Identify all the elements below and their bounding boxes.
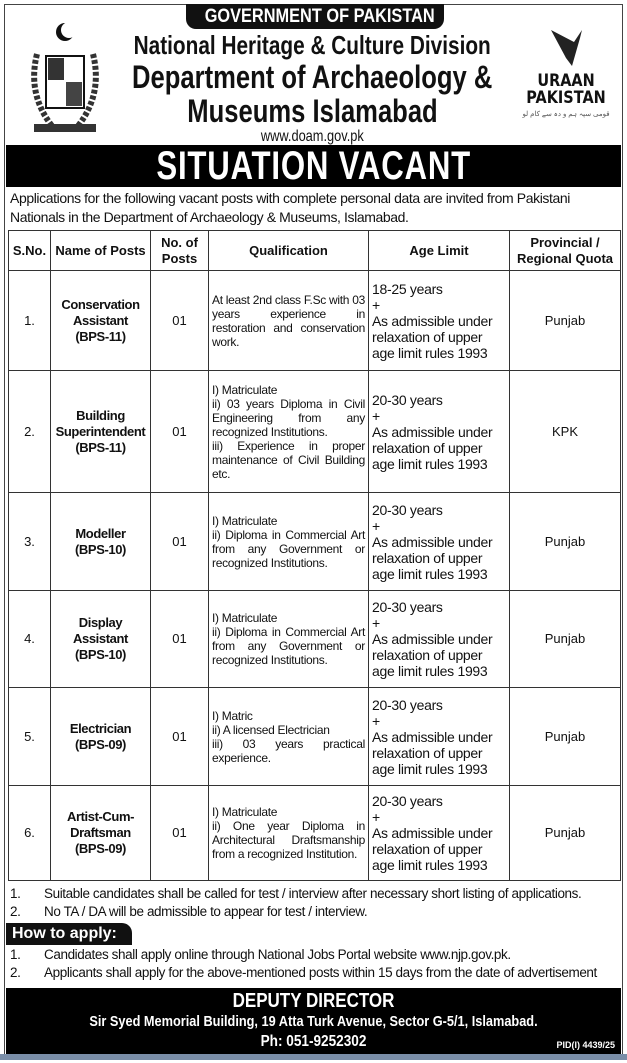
how-to-apply-heading: How to apply: [6, 923, 132, 945]
cell-quota: Punjab [509, 590, 621, 688]
footer-title: DEPUTY DIRECTOR [232, 990, 395, 1012]
footer-contact: DEPUTY DIRECTOR Sir Syed Memorial Buildi… [6, 988, 621, 1054]
website-link[interactable]: www.doam.gov.pk [260, 128, 364, 145]
cell-age: 20-30 years + As admissible under relaxati… [368, 687, 510, 786]
cell-count: 01 [150, 492, 209, 591]
cell-post: Electrician (BPS-09) [50, 687, 151, 786]
cell-age: 18-25 years + As admissible under relaxati… [368, 270, 510, 371]
footer-phone: Ph: 051-9252302 [260, 1033, 367, 1050]
cell-post: Building Superintendent (BPS-11) [50, 370, 151, 493]
header-age: Age Limit [368, 230, 510, 271]
cell-qualification: I) Matric ii) A licensed Electrician iii) … [208, 687, 369, 786]
cell-quota: KPK [509, 370, 621, 493]
cell-post: Conservation Assistant (BPS-11) [50, 270, 151, 371]
cell-quota: Punjab [509, 270, 621, 371]
header-count: No. of Posts [150, 230, 209, 271]
cell-count: 01 [150, 590, 209, 688]
content-body: Applications for the following vacant po… [0, 189, 627, 1060]
uraan-pakistan-logo: URAAN PAKISTAN قومی سپہ ہم و دہ سے کام لو [518, 28, 614, 119]
table-row: 3. Modeller (BPS-10) 01 I) Matriculate ii) Di… [8, 492, 621, 591]
cell-quota: Punjab [509, 492, 621, 591]
cell-post: Artist-Cum- Draftsman (BPS-09) [50, 785, 151, 881]
cell-count: 01 [150, 687, 209, 786]
apply-item: 2. Applicants shall apply for the above-m… [10, 965, 597, 980]
cell-qualification: I) Matriculate ii) Diploma in Commercial … [208, 590, 369, 688]
cell-post: Modeller (BPS-10) [50, 492, 151, 591]
table-header-row: S.No. Name of Posts No. of Posts Qualifi… [8, 230, 621, 271]
situation-vacant-banner: SITUATION VACANT [6, 145, 621, 187]
header-sno: S.No. [8, 230, 51, 271]
state-emblem-logo [22, 14, 108, 144]
cell-age: 20-30 years + As admissible under relaxati… [368, 785, 510, 881]
table-row: 4. Display Assistant (BPS-10) 01 I) Matricula… [8, 590, 621, 688]
department-title-line2: Museums Islamabad [186, 93, 438, 129]
cell-qualification: I) Matriculate ii) Diploma in Commercial … [208, 492, 369, 591]
cell-quota: Punjab [509, 785, 621, 881]
intro-text: Applications for the following vacant po… [10, 190, 571, 225]
table-row: 1. Conservation Assistant (BPS-11) 01 At leas… [8, 270, 621, 371]
cell-count: 01 [150, 370, 209, 493]
department-title-line1: Department of Archaeology & [131, 59, 493, 95]
apply-item: 1. Candidates shall apply online through … [10, 947, 511, 962]
cell-sno: 2. [8, 370, 51, 493]
vacancy-table: S.No. Name of Posts No. of Posts Qualifi… [8, 230, 621, 881]
table-row: 5. Electrician (BPS-09) 01 I) Matric ii) A li… [8, 687, 621, 786]
header-qualification: Qualification [208, 230, 369, 271]
cell-sno: 3. [8, 492, 51, 591]
government-banner: GOVERNMENT OF PAKISTAN [186, 4, 444, 29]
cell-age: 20-30 years + As admissible under relaxati… [368, 370, 510, 493]
eagle-icon [551, 30, 582, 66]
header-post: Name of Posts [50, 230, 151, 271]
footer-address: Sir Syed Memorial Building, 19 Atta Turk… [89, 1013, 538, 1030]
cell-sno: 4. [8, 590, 51, 688]
cell-sno: 6. [8, 785, 51, 881]
cell-sno: 1. [8, 270, 51, 371]
note-item: 2. No TA / DA will be admissible to appea… [10, 904, 368, 919]
cell-count: 01 [150, 270, 209, 371]
cell-post: Display Assistant (BPS-10) [50, 590, 151, 688]
bottom-strip [0, 1054, 627, 1060]
notes-list: 1. Suitable candidates shall be called fo… [6, 885, 618, 921]
table-row: 6. Artist-Cum- Draftsman (BPS-09) 01 I) Matri… [8, 785, 621, 881]
cell-sno: 5. [8, 687, 51, 786]
cell-quota: Punjab [509, 687, 621, 786]
division-title: National Heritage & Culture Division [133, 30, 491, 60]
pid-number: PID(I) 4439/25 [556, 1040, 615, 1050]
cell-count: 01 [150, 785, 209, 881]
cell-age: 20-30 years + As admissible under relaxati… [368, 492, 510, 591]
how-to-apply-list: 1. Candidates shall apply online through … [6, 946, 618, 982]
table-row: 2. Building Superintendent (BPS-11) 01 I) Mat… [8, 370, 621, 493]
cell-qualification: At least 2nd class F.Sc with 03 years ex… [208, 270, 369, 371]
note-item: 1. Suitable candidates shall be called fo… [10, 886, 582, 901]
cell-age: 20-30 years + As admissible under relaxati… [368, 590, 510, 688]
header-quota: Provincial / Regional Quota [509, 230, 621, 271]
cell-qualification: I) Matriculate ii) 03 years Diploma in Ci… [208, 370, 369, 493]
cell-qualification: I) Matriculate ii) One year Diploma in Ar… [208, 785, 369, 881]
